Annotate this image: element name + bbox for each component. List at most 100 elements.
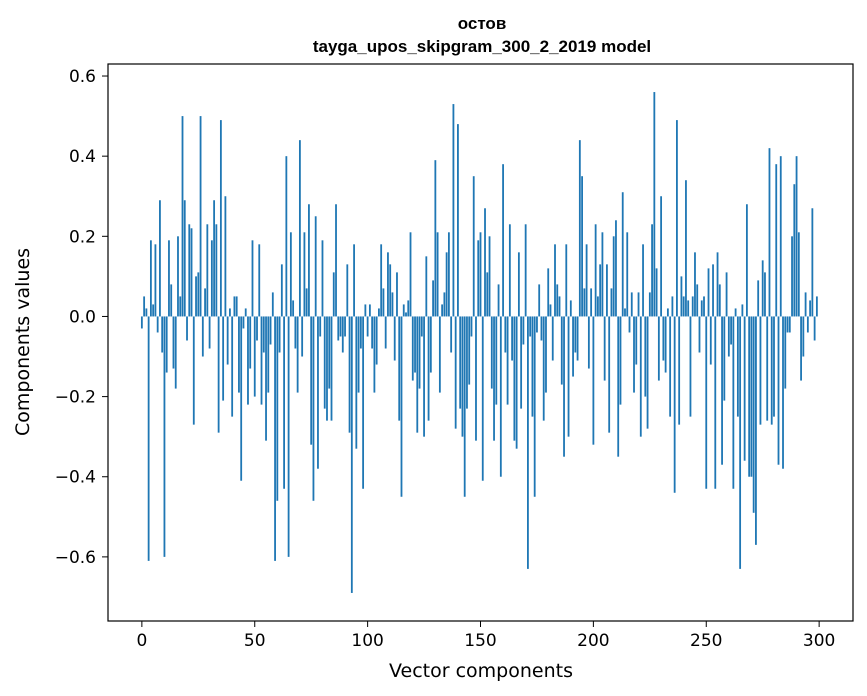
bar-138: [452, 104, 455, 317]
bar-291: [797, 232, 800, 317]
y-tick-label: 0.0: [69, 307, 96, 327]
x-tick-label: 200: [577, 631, 609, 651]
bar-142: [461, 316, 464, 437]
bar-6: [154, 244, 157, 317]
bar-193: [576, 316, 579, 361]
bar-234: [669, 316, 672, 417]
bar-281: [775, 164, 778, 317]
x-axis-label: Vector components: [389, 660, 573, 682]
bar-102: [371, 316, 374, 349]
bar-105: [378, 308, 380, 317]
y-tick-label: 0.2: [69, 227, 96, 247]
bar-243: [689, 316, 692, 417]
bar-210: [615, 220, 617, 317]
bar-68: [294, 316, 297, 349]
bar-163: [508, 224, 511, 317]
bar-155: [490, 316, 493, 389]
bar-27: [201, 316, 204, 357]
bar-128: [429, 316, 432, 373]
bar-100: [366, 316, 369, 337]
bar-195: [581, 176, 583, 317]
bar-141: [459, 316, 462, 409]
bar-192: [574, 316, 577, 353]
bar-18: [181, 116, 184, 317]
bar-33: [215, 224, 218, 317]
bar-144: [466, 316, 468, 409]
bar-261: [730, 316, 732, 345]
bar-286: [786, 316, 789, 333]
bar-32: [213, 200, 216, 317]
bar-168: [520, 316, 523, 409]
bar-240: [682, 296, 685, 317]
bar-188: [565, 244, 568, 317]
bar-237: [676, 120, 678, 317]
bar-197: [585, 244, 588, 317]
bar-161: [504, 316, 507, 353]
bar-119: [409, 232, 412, 317]
x-tick-label: 250: [690, 631, 722, 651]
bar-79: [319, 316, 322, 337]
bar-160: [502, 164, 504, 317]
bar-254: [714, 316, 717, 489]
bar-292: [800, 316, 802, 381]
bar-70: [298, 140, 301, 317]
bar-108: [384, 316, 387, 349]
bar-22: [190, 228, 193, 317]
bar-59: [274, 316, 276, 561]
bar-63: [283, 316, 285, 489]
bar-278: [768, 148, 771, 317]
bar-228: [655, 268, 658, 317]
bar-134: [443, 292, 446, 317]
bar-270: [750, 316, 753, 477]
bar-211: [617, 316, 620, 457]
bar-178: [542, 316, 545, 421]
bar-85: [332, 272, 335, 317]
bar-255: [716, 252, 719, 317]
bar-62: [280, 264, 283, 317]
bar-223: [644, 316, 647, 397]
bar-44: [240, 316, 243, 481]
bar-25: [197, 272, 200, 317]
bar-282: [777, 316, 780, 465]
bar-69: [296, 316, 299, 393]
bar-42: [235, 296, 238, 317]
bar-3: [147, 316, 150, 561]
bar-245: [694, 252, 696, 317]
bar-196: [583, 288, 586, 317]
bar-104: [375, 316, 378, 365]
bar-8: [159, 200, 161, 317]
bar-146: [470, 316, 473, 337]
bar-225: [648, 292, 651, 317]
bar-173: [531, 316, 534, 417]
bar-83: [328, 316, 331, 389]
bar-109: [387, 252, 389, 317]
bar-1: [143, 296, 146, 317]
bar-143: [463, 316, 466, 497]
bar-200: [592, 316, 595, 445]
bar-71: [301, 316, 304, 357]
bar-77: [314, 216, 317, 317]
bar-94: [353, 244, 355, 317]
bar-201: [594, 224, 597, 317]
bar-268: [745, 204, 748, 317]
bar-65: [287, 316, 290, 557]
bar-58: [271, 292, 274, 317]
bar-95: [355, 316, 358, 449]
bar-10: [163, 316, 166, 557]
bar-26: [199, 116, 202, 317]
bar-135: [445, 252, 448, 317]
bar-257: [721, 316, 723, 465]
bar-177: [540, 316, 543, 341]
bar-179: [545, 316, 547, 393]
bar-84: [330, 316, 333, 421]
bar-118: [407, 300, 410, 317]
bar-60: [276, 316, 279, 501]
bar-183: [554, 244, 556, 317]
bar-136: [447, 232, 450, 317]
bar-97: [359, 316, 362, 349]
bar-226: [651, 224, 653, 317]
y-tick-label: 0.4: [69, 147, 96, 167]
bar-64: [285, 156, 288, 317]
bar-187: [563, 316, 565, 457]
bar-275: [761, 260, 764, 317]
